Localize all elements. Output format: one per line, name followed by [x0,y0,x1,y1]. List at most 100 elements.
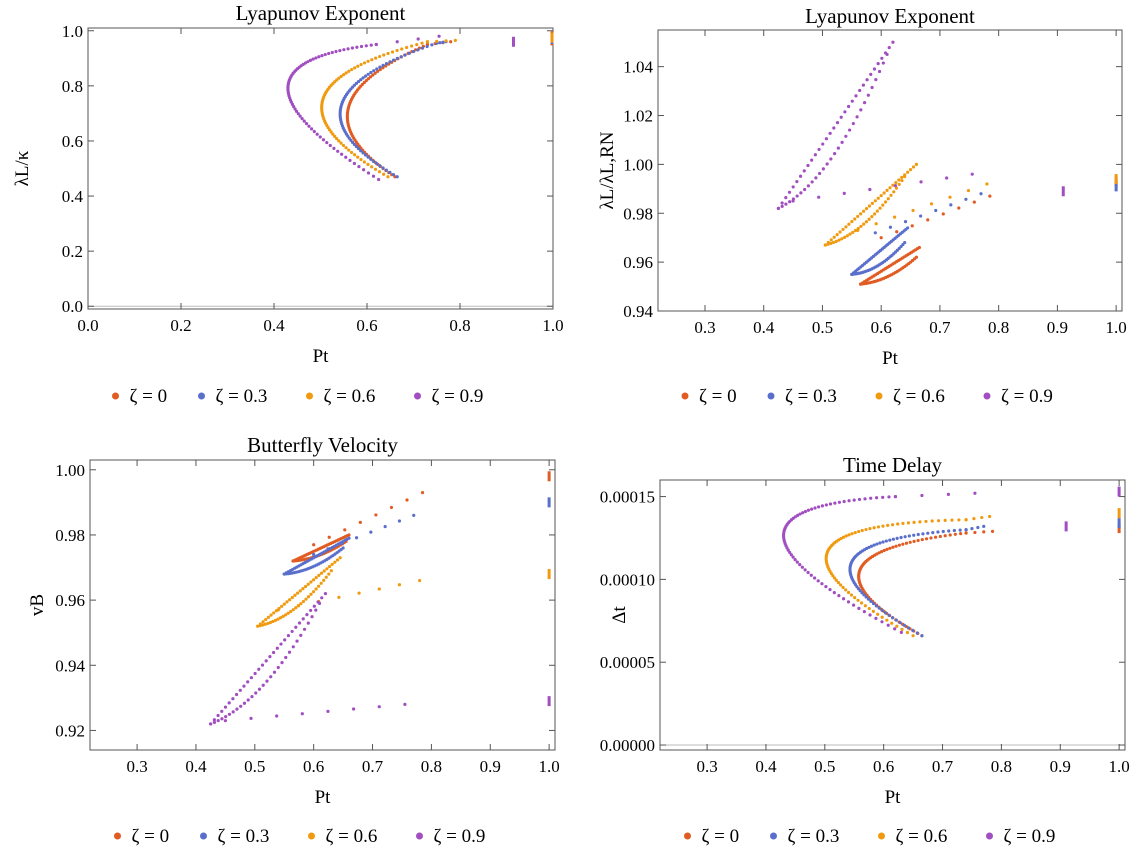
data-point [320,596,324,600]
data-point [359,44,364,49]
data-point [906,226,910,230]
data-point [378,67,382,72]
data-point [864,527,868,532]
data-point [347,533,351,537]
data-point [336,149,340,153]
data-point [904,541,909,545]
data-point [296,112,300,116]
data-point [366,72,370,76]
data-point [850,99,854,103]
data-point [893,627,897,631]
data-point [293,107,297,111]
data-point [363,153,368,157]
legend-label: ζ = 0.6 [896,826,948,847]
data-point [906,626,911,630]
data-point [359,78,363,82]
legend-label: ζ = 0.6 [326,826,378,847]
data-point [776,206,781,210]
data-point [970,526,974,531]
data-point [959,532,963,536]
data-point [836,146,840,150]
data-point [829,238,833,242]
data-point [343,528,347,532]
x-tick-label: 0.5 [812,318,833,337]
data-point [300,712,304,716]
chart-p2: Lyapunov Exponent 0.3 0.4 0.5 0.6 0.7 0.8 0.9 1.… [597,4,1127,407]
y-tick-label: 0.92 [55,721,85,740]
legend-label: ζ = 0.6 [893,386,945,407]
data-point [355,45,359,49]
data-point [840,237,844,241]
data-point [369,530,373,534]
data-point [388,170,392,174]
data-point [813,506,817,510]
data-point [337,595,341,599]
series-1 [282,497,551,576]
data-point [378,164,382,168]
data-point [341,143,346,148]
data-point [246,680,250,684]
data-point [842,235,847,239]
data-point [314,608,318,612]
data-point [369,43,373,47]
edge-point-cluster [1061,186,1065,197]
data-point [873,199,877,203]
data-point [328,143,332,148]
y-tick-label: 0.00000 [600,736,655,755]
data-point [880,608,884,613]
data-point [863,497,867,501]
data-point [366,155,370,159]
data-point [824,503,828,507]
data-point [335,136,339,141]
x-tick-label: 0.5 [814,757,835,776]
y-tick-label: 1.00 [55,461,85,480]
legend-label: ζ = 0 [132,826,170,847]
data-point [314,56,318,60]
data-point [287,650,292,654]
data-point [319,581,323,585]
chart-p4: Time Delay 0.3 0.4 0.5 0.6 0.7 0.8 0.9 1.0 0.0000… [600,453,1130,847]
data-point [796,513,800,518]
data-point [903,240,907,245]
data-point [322,569,326,573]
data-point [453,38,457,42]
data-point [344,155,348,159]
legend-marker [416,832,423,840]
data-point [843,110,847,114]
data-point [242,701,247,705]
data-point [875,496,879,500]
data-point [948,533,952,537]
data-point [945,176,949,180]
data-point [888,546,892,550]
data-point [299,633,303,637]
data-point [834,578,838,582]
data-point [883,200,888,204]
data-point [382,172,386,176]
data-point [841,227,845,232]
x-tick-label: 1.0 [542,316,563,335]
data-point [943,534,947,538]
y-tick-label: 0.00015 [600,488,655,507]
x-tick-label: 0.3 [694,318,715,337]
data-point [886,197,890,201]
data-point [321,138,326,142]
data-point [249,716,253,720]
data-point [908,540,912,544]
series-2 [256,556,551,628]
data-point [930,519,934,523]
data-point [403,53,407,57]
data-point [936,519,941,523]
data-point [988,514,992,519]
data-point [348,158,352,162]
data-point [353,66,357,70]
data-point [915,631,919,635]
data-point [957,206,961,210]
legend-marker [770,832,777,840]
data-point [817,147,821,152]
data-point [862,101,867,105]
data-point [347,69,351,73]
data-point [249,676,253,680]
data-point [903,220,908,224]
data-point [374,513,378,517]
data-point [430,43,434,47]
